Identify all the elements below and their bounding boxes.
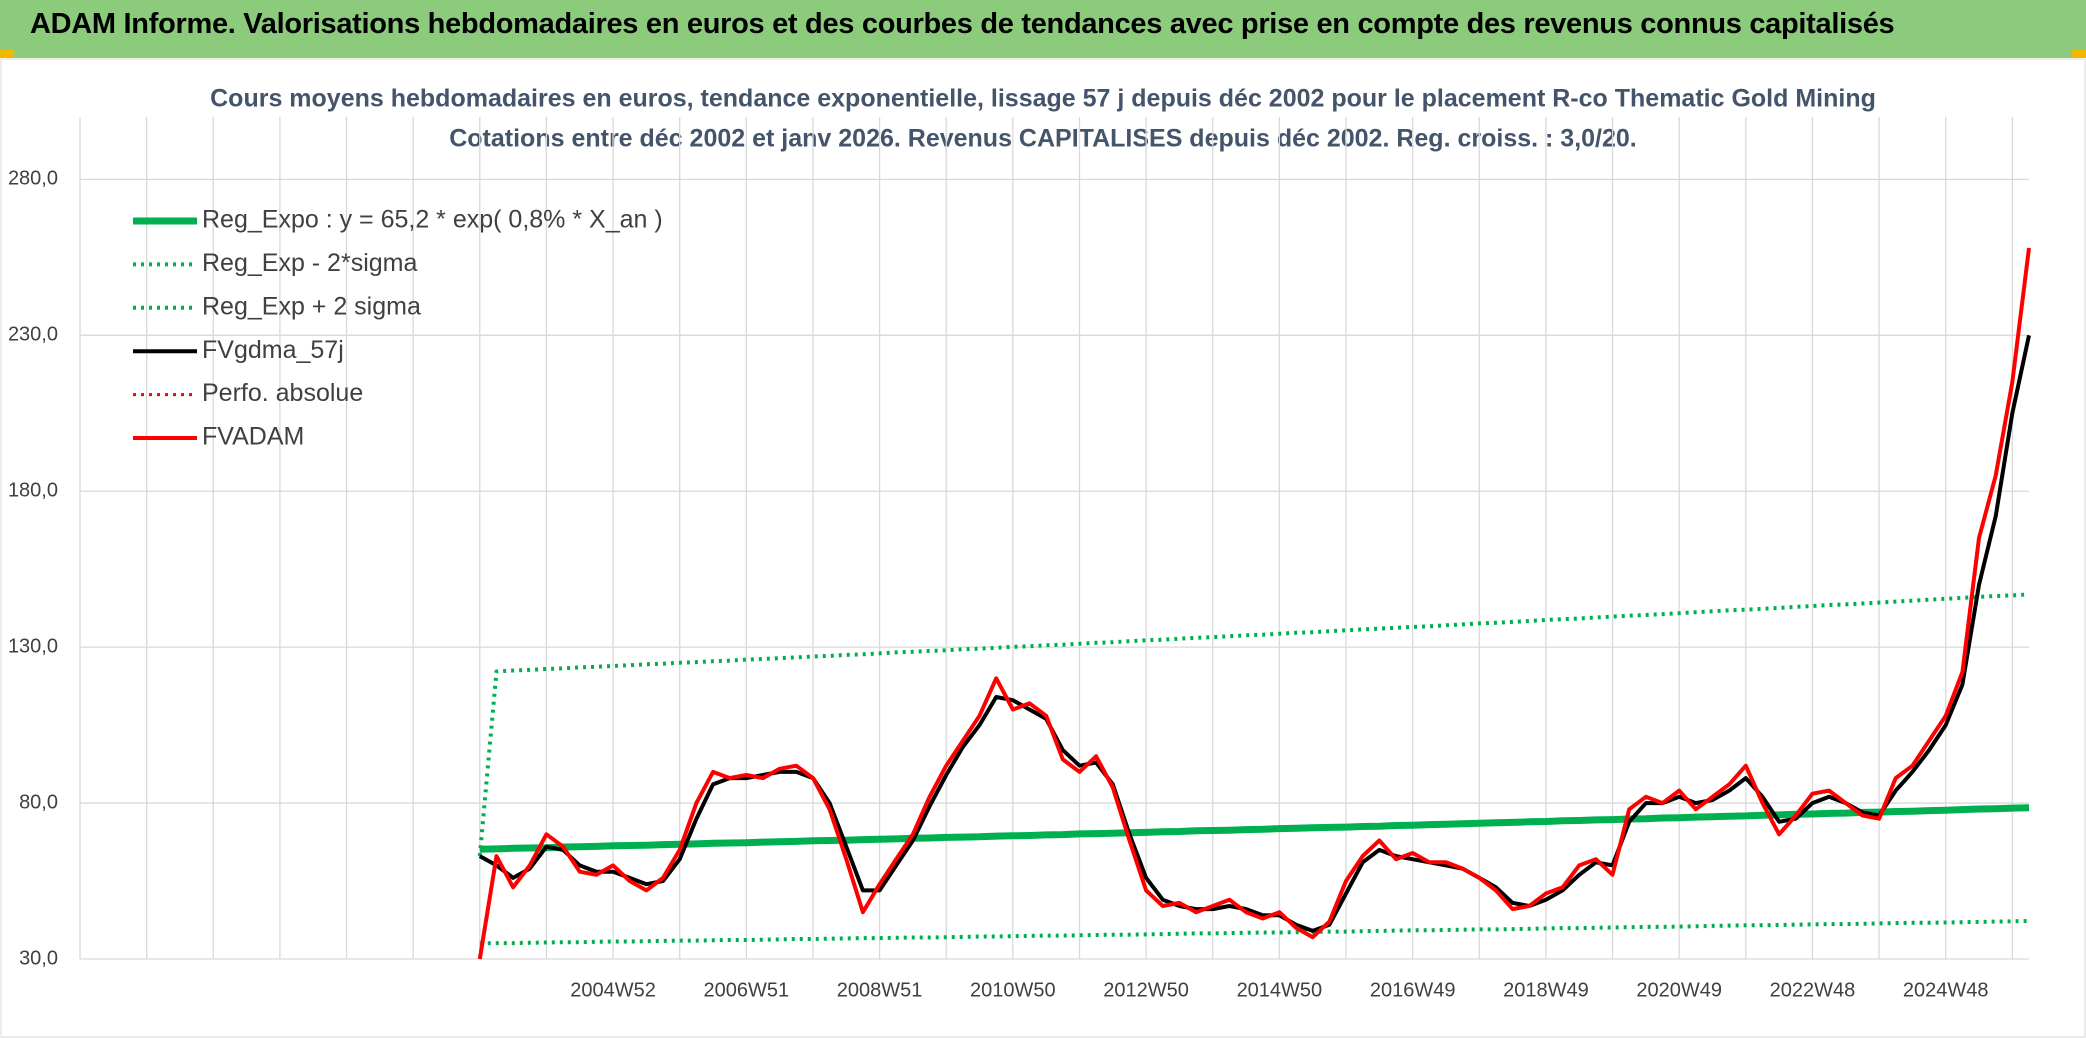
header-bar: ADAM Informe. Valorisations hebdomadaire… (0, 0, 2086, 58)
y-tick-label: 280,0 (8, 168, 58, 190)
legend-label: Reg_Exp - 2*sigma (202, 249, 417, 277)
y-tick-label: 130,0 (8, 635, 58, 657)
corner-mark (2072, 50, 2086, 58)
x-tick-label: 2018W49 (1503, 979, 1589, 1001)
x-tick-label: 2008W51 (837, 979, 923, 1001)
legend-label: FVADAM (202, 423, 304, 451)
x-tick-label: 2010W50 (970, 979, 1056, 1001)
x-tick-label: 2004W52 (570, 979, 656, 1001)
x-tick-label: 2014W50 (1237, 979, 1323, 1001)
y-tick-label: 80,0 (19, 791, 58, 813)
x-tick-label: 2006W51 (704, 979, 790, 1001)
y-tick-label: 230,0 (8, 324, 58, 346)
chart-border (0, 58, 2086, 1038)
x-tick-label: 2024W48 (1903, 979, 1989, 1001)
x-tick-label: 2022W48 (1770, 979, 1856, 1001)
header-title: ADAM Informe. Valorisations hebdomadaire… (30, 8, 1895, 40)
chart-title: Cours moyens hebdomadaires en euros, ten… (210, 85, 1876, 113)
legend-label: Perfo. absolue (202, 379, 363, 407)
x-tick-label: 2016W49 (1370, 979, 1456, 1001)
series-line (477, 247, 2031, 960)
y-tick-label: 180,0 (8, 480, 58, 502)
legend-label: Reg_Exp + 2 sigma (202, 292, 421, 320)
chart-subtitle: Cotations entre déc 2002 et janv 2026. R… (449, 125, 1637, 153)
x-tick-label: 2020W49 (1636, 979, 1722, 1001)
legend-label: Reg_Expo : y = 65,2 * exp( 0,8% * X_an ) (202, 206, 663, 234)
legend-label: FVgdma_57j (202, 336, 344, 364)
x-tick-label: 2012W50 (1103, 979, 1189, 1001)
grid (79, 117, 2029, 960)
series-line (477, 592, 2030, 857)
series-line (479, 919, 2030, 946)
corner-mark (0, 50, 14, 58)
y-tick-label: 30,0 (19, 947, 58, 969)
